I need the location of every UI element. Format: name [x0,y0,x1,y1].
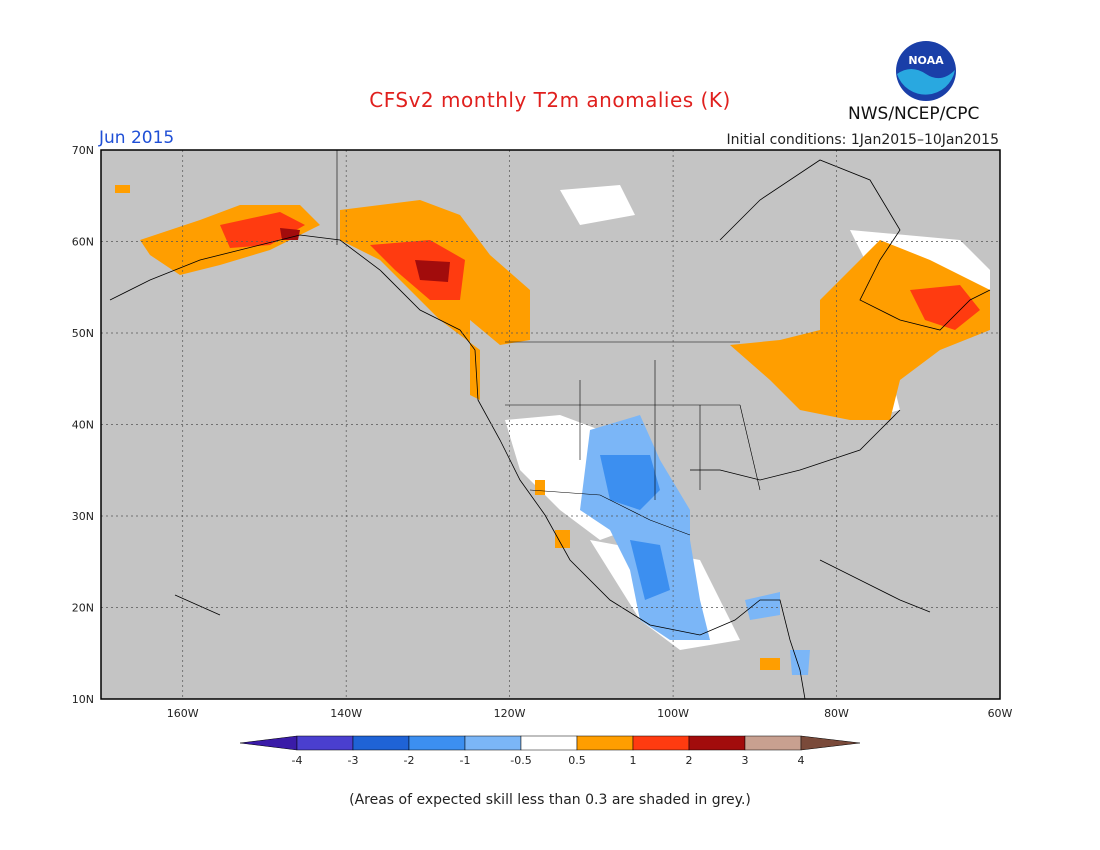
lat-label: 60N [72,236,94,249]
colorbar-tick-label: -3 [348,754,359,767]
colorbar-tick-label: 0.5 [568,754,586,767]
skill-footnote: (Areas of expected skill less than 0.3 a… [349,792,751,808]
lat-label: 30N [72,510,94,523]
lat-label: 20N [72,602,94,615]
lon-label: 60W [988,707,1013,720]
colorbar-min-arrow [239,735,298,751]
lon-label: 140W [330,707,362,720]
coastlines [109,159,991,700]
colorbar-tick-label: 1 [630,754,637,767]
colorbar-max-arrow [800,735,861,751]
lon-label: 120W [494,707,526,720]
colorbar-swatch [744,735,802,751]
lat-label: 10N [72,693,94,706]
colorbar-tick-label: -2 [404,754,415,767]
colorbar-tick-label: 3 [742,754,749,767]
forecast-month: Jun 2015 [99,128,175,148]
lon-label: 100W [657,707,689,720]
initial-conditions: Initial conditions: 1Jan2015–10Jan2015 [726,132,999,148]
lat-label: 70N [72,144,94,157]
agency-label: NWS/NCEP/CPC [848,104,980,124]
latitude-labels: 70N 60N 50N 40N 30N 20N 10N [72,144,94,706]
colorbar-swatch [520,735,578,751]
noaa-logo: NOAA [896,41,956,101]
lat-label: 40N [72,419,94,432]
colorbar-tick-label: 4 [798,754,805,767]
lat-label: 50N [72,327,94,340]
political-borders [336,150,761,536]
colorbar-swatch [688,735,746,751]
colorbar-swatch [464,735,522,751]
colorbar-tick-label: -4 [292,754,303,767]
colorbar-tick-label: -1 [460,754,471,767]
colorbar-swatch [296,735,354,751]
colorbar-swatch [408,735,466,751]
colorbar-swatch [576,735,634,751]
anomaly-layer [115,185,990,675]
map-frame [100,149,1001,700]
chart-title: CFSv2 monthly T2m anomalies (K) [369,88,731,112]
lon-label: 160W [167,707,199,720]
lon-label: 80W [824,707,849,720]
noaa-logo-text: NOAA [908,54,944,67]
colorbar-tick-label: 2 [686,754,693,767]
graticule [101,150,1000,699]
colorbar: -4 -3 -2 -1 -0.5 0.5 1 2 3 4 [239,735,861,767]
colorbar-swatch [632,735,690,751]
longitude-labels: 160W 140W 120W 100W 80W 60W [167,707,1013,720]
colorbar-tick-label: -0.5 [510,754,531,767]
colorbar-swatch [352,735,410,751]
